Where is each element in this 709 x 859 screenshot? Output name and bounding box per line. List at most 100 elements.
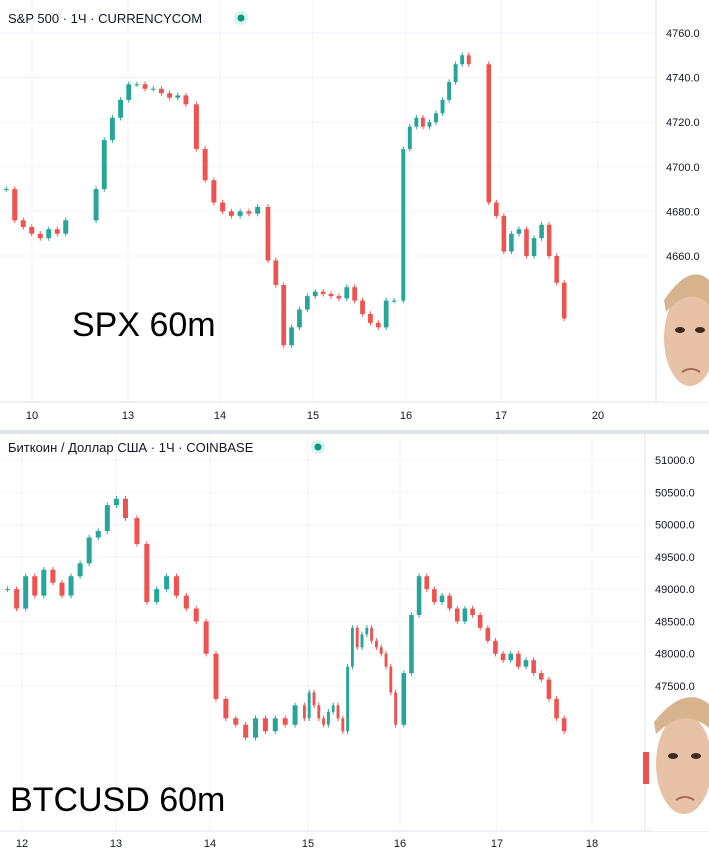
candle-body [336,705,340,719]
candle-body [516,653,521,667]
btc-chart[interactable]: 47500.0 48000.0 48500.0 49000.0 49500.0 50000… [0,434,709,859]
candle-body [3,189,9,191]
candle-body [202,148,208,181]
candle-body [346,666,350,732]
candle-body [328,293,334,297]
candle-body [158,88,164,94]
avatar [652,696,709,831]
candle-body [453,64,458,83]
candle-body [500,653,506,661]
candle-body [41,569,47,596]
candle-body [246,211,252,214]
candle-body [470,608,475,615]
y-tick-label: 4740.0 [666,73,700,85]
candle-body [531,238,537,256]
candle-body [546,224,552,256]
candle-body [493,640,498,654]
x-tick-label: 16 [394,838,406,850]
candle-body [77,563,83,577]
candle-body [144,543,150,603]
y-tick-label: 4700.0 [666,162,700,174]
candle-body [255,206,261,214]
y-tick-label: 49000.0 [655,584,695,596]
spx-title: S&P 500 · 1Ч · CURRENCYCOM [8,11,202,26]
candle-body [331,705,335,712]
candle-body [460,55,465,65]
x-tick-label: 13 [110,838,122,850]
candle-body [29,227,35,234]
candle-body [164,576,170,590]
y-tick-label: 49500.0 [655,552,695,564]
candle-body [454,608,460,622]
candle-body [407,126,412,149]
candle-body [193,104,199,149]
candle-body [341,718,345,732]
x-tick-label: 14 [214,410,226,422]
y-tick-label: 50000.0 [655,520,695,532]
candle-body [243,724,249,738]
candle-body [539,224,544,239]
spx-live-dot-core-icon [237,14,245,22]
candle-body [531,660,536,674]
candle-body [211,180,217,203]
x-tick-label: 14 [204,838,216,850]
candle-body [104,505,110,532]
candle-body [365,627,369,635]
candle-body [173,576,179,596]
candle-body [561,282,567,319]
candle-body [416,576,422,615]
y-tick-label: 4660.0 [666,251,700,263]
candle-body [237,211,243,216]
candle-body [368,313,373,323]
candle-body [233,718,239,725]
candle-body [509,233,514,252]
btc-overlay-label: BTCUSD 60m [10,781,225,819]
candle-body [273,260,279,285]
avatar [664,272,709,402]
candle-body [122,498,128,519]
candle-body [183,595,189,609]
candle-body [20,220,26,228]
btc-title: Биткоин / Доллар США · 1Ч · COINBASE [8,440,254,455]
candle-body [370,627,374,641]
x-tick-label: 13 [122,410,134,422]
x-tick-label: 12 [16,838,28,850]
candle-body [262,718,268,732]
candle-body [109,117,115,141]
candle-body [223,698,229,719]
candle-body [554,256,559,283]
candle-body [312,692,316,706]
candle-body [524,229,529,256]
candle-body [409,614,414,674]
candle-body [134,84,140,86]
x-tick-label: 15 [302,838,314,850]
candle-body [317,705,321,719]
candle-body [23,576,29,609]
spx-grid [0,0,656,403]
candle-body [32,576,38,596]
candle-body [326,711,330,725]
candle-body [447,595,452,609]
candle-body [126,84,132,100]
candle-body [213,653,219,699]
candle-body [167,93,173,98]
candle-body [427,122,432,127]
candle-body [420,117,425,127]
candle-body [391,300,397,302]
candle-body [401,148,406,301]
candle-body [220,202,226,212]
candle-body [304,296,310,310]
candle-body [59,582,65,596]
candle-body [203,621,209,654]
spx-y-axis: 4660.0 4680.0 4700.0 4720.0 4740.0 4760.0 [666,28,700,263]
y-tick-label: 48000.0 [655,649,695,661]
candle-body [389,666,393,693]
candle-body [289,327,294,346]
candle-body [538,673,544,680]
candle-body [350,627,354,667]
y-tick-label: 4760.0 [666,28,700,40]
candle-body [424,576,430,590]
candle-body [307,692,311,719]
candle-body [360,634,364,648]
